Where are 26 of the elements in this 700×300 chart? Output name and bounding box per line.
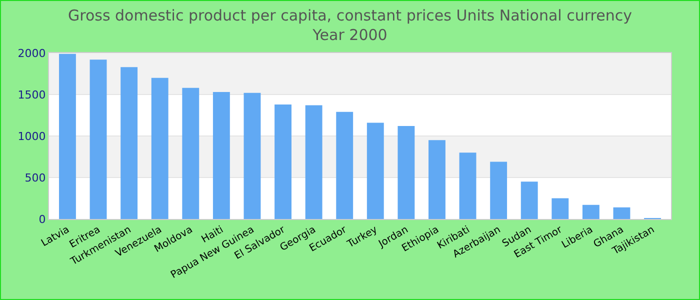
y-tick-label: 1000 [18,130,46,143]
y-tick-label: 500 [24,171,46,184]
chart-title: Gross domestic product per capita, constant prices Units National currency [68,6,632,24]
bar [182,88,200,219]
bar [459,152,476,219]
y-tick-label: 0 [38,212,46,226]
y-tick-label: 2000 [18,46,46,60]
bar [490,162,508,219]
bar [366,122,384,219]
bar [305,105,322,219]
bar [582,204,600,219]
bar [212,92,230,219]
bar [520,182,538,219]
bar [613,207,630,219]
bar [151,78,168,219]
y-tick-label: 1500 [18,88,46,102]
bar [552,198,569,219]
bar [90,60,107,219]
bar [274,104,292,219]
bar [244,92,261,219]
bar [59,54,76,219]
bar [120,67,138,219]
bar [336,112,354,219]
bar [398,126,415,219]
chart-subtitle: Year 2000 [312,26,388,44]
bar [428,140,446,219]
